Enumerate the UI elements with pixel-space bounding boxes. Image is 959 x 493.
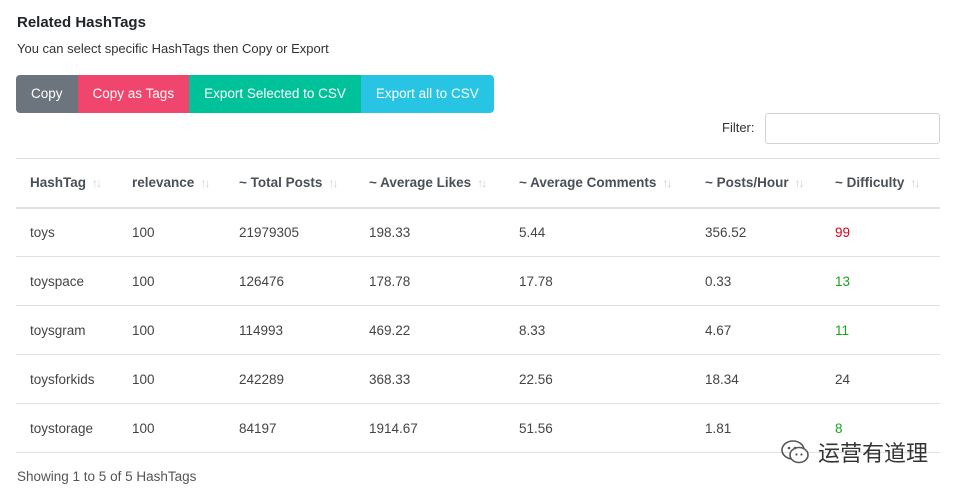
filter-label: Filter:	[722, 120, 755, 135]
posts-per-hour-cell: 356.52	[705, 224, 747, 240]
hashtag-cell: toyspace	[30, 273, 85, 289]
average-likes-cell: 178.78	[369, 273, 411, 289]
average-comments-cell: 8.33	[519, 322, 546, 338]
column-header-label: relevance	[132, 175, 195, 191]
sort-icon: ↑↓	[910, 176, 920, 191]
total-posts-cell: 84197	[239, 420, 277, 436]
difficulty-cell: 13	[835, 273, 851, 289]
table-row[interactable]: toys 100 21979305 198.33 5.44 356.52 99	[16, 208, 940, 257]
column-header-label: ~ Total Posts	[239, 175, 323, 191]
average-likes-cell: 198.33	[369, 224, 411, 240]
hashtag-table: HashTag ↑↓ relevance ↑↓ ~ Total Posts ↑↓ ~ …	[16, 158, 940, 453]
average-comments-cell: 17.78	[519, 273, 553, 289]
sort-icon: ↑↓	[477, 176, 487, 191]
watermark: 运营有道理	[780, 436, 928, 468]
difficulty-cell: 99	[835, 224, 851, 240]
column-header-difficulty[interactable]: ~ Difficulty ↑↓	[821, 159, 940, 208]
relevance-cell: 100	[132, 322, 155, 338]
column-header-label: ~ Posts/Hour	[705, 175, 789, 191]
hashtag-cell: toysgram	[30, 322, 86, 338]
column-header-total-posts[interactable]: ~ Total Posts ↑↓	[225, 159, 355, 208]
table-row[interactable]: toystorage 100 84197 1914.67 51.56 1.81 …	[16, 404, 940, 453]
export-selected-csv-button[interactable]: Export Selected to CSV	[189, 75, 361, 113]
relevance-cell: 100	[132, 273, 155, 289]
total-posts-cell: 242289	[239, 371, 285, 387]
difficulty-cell: 24	[835, 371, 851, 387]
sort-icon: ↑↓	[92, 176, 102, 191]
hashtag-cell: toysforkids	[30, 371, 95, 387]
table-row[interactable]: toysforkids 100 242289 368.33 22.56 18.3…	[16, 355, 940, 404]
column-header-relevance[interactable]: relevance ↑↓	[118, 159, 225, 208]
table-row[interactable]: toyspace 100 126476 178.78 17.78 0.33 13	[16, 257, 940, 306]
total-posts-cell: 114993	[239, 322, 284, 338]
relevance-cell: 100	[132, 371, 155, 387]
export-all-csv-button[interactable]: Export all to CSV	[360, 75, 494, 113]
column-header-label: ~ Difficulty	[835, 175, 905, 191]
page-subtitle: You can select specific HashTags then Co…	[17, 41, 329, 56]
sort-icon: ↑↓	[662, 176, 672, 191]
relevance-cell: 100	[132, 420, 155, 436]
filter-input[interactable]	[765, 113, 940, 144]
column-header-posts-per-hour[interactable]: ~ Posts/Hour ↑↓	[691, 159, 821, 208]
difficulty-cell: 8	[835, 420, 843, 436]
chat-bubble-icon	[781, 440, 809, 464]
total-posts-cell: 21979305	[239, 224, 300, 240]
posts-per-hour-cell: 1.81	[705, 420, 732, 436]
column-header-label: ~ Average Comments	[519, 175, 657, 191]
watermark-text: 运营有道理	[818, 442, 929, 467]
column-header-hashtag[interactable]: HashTag ↑↓	[16, 159, 118, 208]
table-summary: Showing 1 to 5 of 5 HashTags	[17, 469, 197, 484]
sort-icon: ↑↓	[200, 176, 210, 191]
table-row[interactable]: toysgram 100 114993 469.22 8.33 4.67 11	[16, 306, 940, 355]
posts-per-hour-cell: 4.67	[705, 322, 732, 338]
column-header-label: HashTag	[30, 175, 87, 191]
hashtag-cell: toys	[30, 224, 55, 240]
average-comments-cell: 5.44	[519, 224, 546, 240]
sort-icon: ↑↓	[794, 176, 805, 191]
posts-per-hour-cell: 0.33	[705, 273, 732, 289]
average-comments-cell: 51.56	[519, 420, 553, 436]
average-likes-cell: 469.22	[369, 322, 411, 338]
average-likes-cell: 1914.67	[369, 420, 418, 436]
difficulty-cell: 11	[835, 322, 850, 338]
table-header-row: HashTag ↑↓ relevance ↑↓ ~ Total Posts ↑↓ ~ …	[16, 158, 940, 208]
page-title: Related HashTags	[17, 14, 146, 31]
column-header-average-comments[interactable]: ~ Average Comments ↑↓	[505, 159, 691, 208]
column-header-label: ~ Average Likes	[369, 175, 472, 191]
copy-as-tags-button[interactable]: Copy as Tags	[77, 75, 190, 113]
column-header-average-likes[interactable]: ~ Average Likes ↑↓	[355, 159, 505, 208]
posts-per-hour-cell: 18.34	[705, 371, 739, 387]
total-posts-cell: 126476	[239, 273, 285, 289]
average-comments-cell: 22.56	[519, 371, 553, 387]
relevance-cell: 100	[132, 224, 155, 240]
action-button-group: Copy Copy as Tags Export Selected to CSV…	[16, 75, 494, 113]
average-likes-cell: 368.33	[369, 371, 411, 387]
hashtag-cell: toystorage	[30, 420, 94, 436]
sort-icon: ↑↓	[328, 176, 338, 191]
copy-button[interactable]: Copy	[16, 75, 78, 113]
